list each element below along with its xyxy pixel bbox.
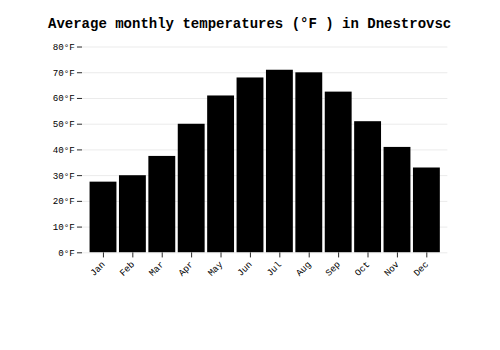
svg-text:Mar: Mar [147, 259, 167, 279]
svg-text:30°F: 30°F [53, 171, 75, 182]
svg-text:80°F: 80°F [53, 42, 75, 53]
svg-text:40°F: 40°F [53, 145, 75, 156]
svg-text:60°F: 60°F [53, 93, 75, 104]
svg-text:0°F: 0°F [58, 248, 75, 259]
svg-text:Feb: Feb [118, 259, 138, 279]
svg-text:Nov: Nov [382, 259, 402, 279]
svg-text:50°F: 50°F [53, 119, 75, 130]
svg-text:Jul: Jul [265, 259, 285, 279]
svg-text:70°F: 70°F [53, 68, 75, 79]
svg-text:Oct: Oct [353, 259, 373, 279]
html-text:Average monthly temperatures (: Average monthly temperatures (°F ) in Dn… [48, 16, 452, 32]
svg-text:Dec: Dec [412, 259, 432, 279]
svg-text:Aug: Aug [294, 259, 314, 279]
svg-text:20°F: 20°F [53, 196, 75, 207]
svg-text:10°F: 10°F [53, 222, 75, 233]
svg-text:Jan: Jan [88, 259, 108, 279]
svg-text:Sep: Sep [323, 259, 343, 279]
svg-text:May: May [206, 259, 226, 279]
svg-text:Apr: Apr [176, 259, 196, 279]
svg-text:Jun: Jun [235, 259, 255, 279]
